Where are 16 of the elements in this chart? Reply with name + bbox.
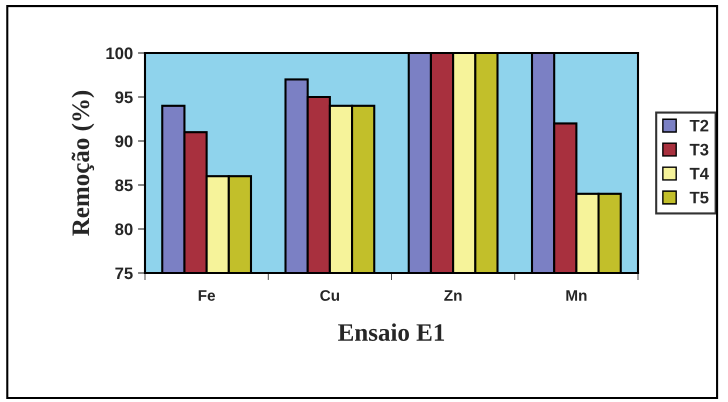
x-tick-label: Mn (566, 290, 586, 301)
x-tick-label: Fe (198, 290, 216, 301)
y-tick-label: 100 (106, 47, 133, 60)
y-tick-label: 90 (115, 135, 133, 148)
y-axis-title: Remoção (%) (72, 90, 94, 236)
y-tick-label: 80 (115, 223, 133, 236)
x-axis-title: Ensaio E1 (338, 323, 444, 341)
y-tick-label: 75 (115, 268, 133, 280)
legend-label: T4 (690, 168, 709, 180)
legend-label: T2 (690, 120, 708, 132)
x-tick-label: Cu (320, 290, 340, 301)
x-tick-label: Zn (444, 290, 462, 301)
legend-label: T3 (690, 144, 708, 156)
y-tick-label: 85 (115, 179, 133, 192)
legend-label: T5 (690, 192, 709, 204)
y-tick-label: 95 (115, 91, 133, 104)
